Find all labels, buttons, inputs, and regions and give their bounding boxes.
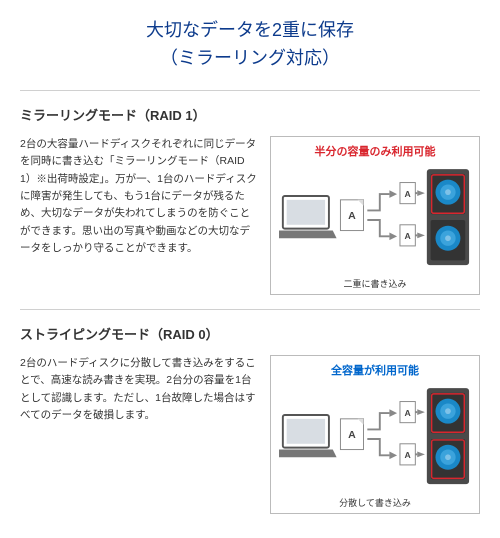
svg-text:A: A [405, 408, 411, 418]
svg-text:A: A [348, 429, 356, 441]
divider [20, 90, 480, 91]
mode-description: 2台の大容量ハードディスクそれぞれに同じデータを同時に書き込む「ミラーリングモー… [20, 136, 258, 295]
diagram-caption: 分散して書き込み [279, 496, 471, 509]
diagram-caption: 二重に書き込み [279, 277, 471, 290]
diagram-heading: 半分の容量のみ利用可能 [279, 143, 471, 159]
svg-text:A: A [405, 189, 411, 199]
mode-title: ストライピングモード（RAID 0） [20, 324, 480, 343]
divider [20, 309, 480, 310]
main-subtitle: （ミラーリング対応） [20, 44, 480, 70]
diagram-heading: 全容量が利用可能 [279, 362, 471, 378]
diagram-box: 全容量が利用可能 A A A [270, 355, 480, 514]
mode-section: ストライピングモード（RAID 0） 2台のハードディスクに分散して書き込みをす… [20, 324, 480, 514]
mode-title: ミラーリングモード（RAID 1） [20, 105, 480, 124]
svg-text:A: A [348, 210, 356, 222]
mode-description: 2台のハードディスクに分散して書き込みをすることで、高速な読み書きを実現。2台分… [20, 355, 258, 514]
svg-text:A: A [405, 231, 411, 241]
diagram-mirror: A A A [279, 165, 471, 275]
diagram-box: 半分の容量のみ利用可能 A A [270, 136, 480, 295]
svg-text:A: A [405, 450, 411, 460]
main-title: 大切なデータを2重に保存 [20, 16, 480, 42]
diagram-stripe: A A A [279, 384, 471, 494]
mode-section: ミラーリングモード（RAID 1） 2台の大容量ハードディスクそれぞれに同じデー… [20, 105, 480, 295]
